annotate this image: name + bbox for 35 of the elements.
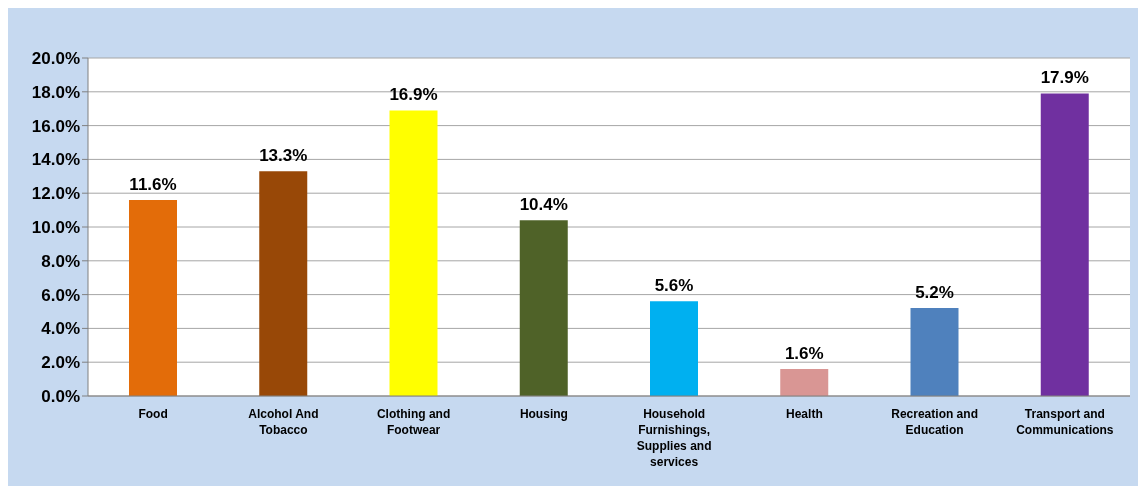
y-tick-label: 18.0% xyxy=(31,82,80,102)
bar xyxy=(650,301,698,396)
y-tick-label: 14.0% xyxy=(31,150,80,170)
x-tick-label: Housing xyxy=(519,407,568,421)
y-tick-label: 0.0% xyxy=(41,387,80,407)
y-tick-label: 16.0% xyxy=(31,116,80,136)
x-tick-label: Health xyxy=(786,407,823,421)
y-tick-label: 6.0% xyxy=(41,285,80,305)
x-tick-label: Clothing and Footwear xyxy=(376,407,451,437)
data-label: 17.9% xyxy=(1040,68,1089,88)
data-label: 11.6% xyxy=(129,174,177,194)
bar xyxy=(1040,93,1089,396)
bar xyxy=(519,220,568,396)
x-tick-label: Transport and Communications xyxy=(1016,407,1114,437)
data-label: 16.9% xyxy=(389,85,438,105)
x-tick-label: Alcohol And Tobacco xyxy=(248,407,319,437)
bar xyxy=(910,308,959,396)
y-tick-label: 20.0% xyxy=(31,49,80,69)
y-tick-label: 4.0% xyxy=(41,319,80,339)
bar xyxy=(389,110,438,396)
x-tick-label: Recreation and Education xyxy=(891,407,978,437)
y-tick-label: 12.0% xyxy=(31,184,80,204)
bar xyxy=(259,171,308,396)
y-tick-label: 2.0% xyxy=(41,353,80,373)
data-label: 10.4% xyxy=(519,195,568,215)
y-tick-label: 10.0% xyxy=(31,218,80,238)
bar xyxy=(780,368,829,396)
bar xyxy=(129,199,177,396)
data-label: 13.3% xyxy=(259,146,308,166)
y-tick-label: 8.0% xyxy=(41,251,80,271)
data-label: 1.6% xyxy=(784,343,824,363)
data-label: 5.6% xyxy=(654,276,694,296)
x-tick-label: Household Furnishings, Supplies and services xyxy=(636,407,712,469)
data-label: 5.2% xyxy=(915,283,954,303)
x-tick-label: Food xyxy=(138,407,168,421)
